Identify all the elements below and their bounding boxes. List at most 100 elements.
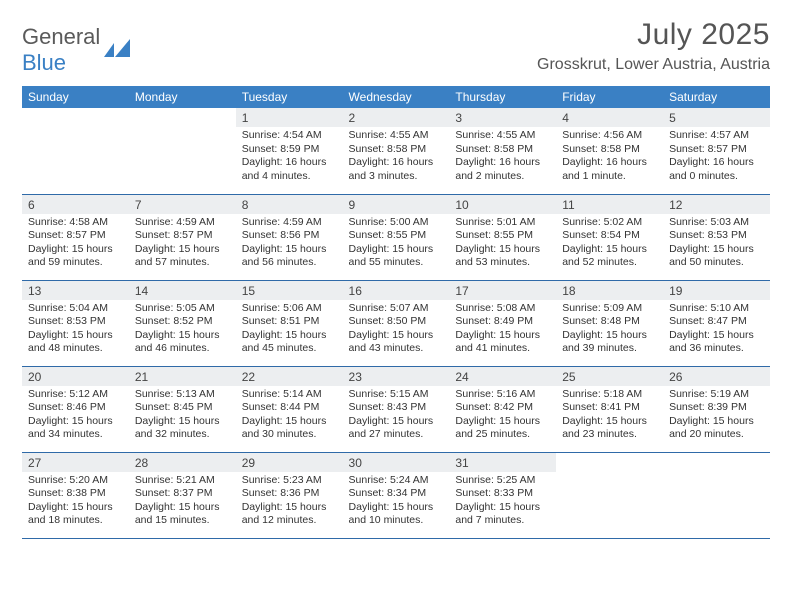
day-details: Sunrise: 5:16 AMSunset: 8:42 PMDaylight:…: [449, 386, 556, 447]
calendar-cell: 30Sunrise: 5:24 AMSunset: 8:34 PMDayligh…: [343, 452, 450, 538]
weekday-header: Wednesday: [343, 86, 450, 108]
page: General Blue July 2025 Grosskrut, Lower …: [0, 0, 792, 539]
sunrise-text: Sunrise: 5:16 AM: [455, 388, 550, 402]
weekday-header: Monday: [129, 86, 236, 108]
sunrise-text: Sunrise: 5:25 AM: [455, 474, 550, 488]
daylight-text: Daylight: 16 hours and 0 minutes.: [669, 156, 764, 183]
day-details: Sunrise: 5:07 AMSunset: 8:50 PMDaylight:…: [343, 300, 450, 361]
brand-mark-icon: [104, 37, 132, 64]
weekday-header: Thursday: [449, 86, 556, 108]
sunset-text: Sunset: 8:42 PM: [455, 401, 550, 415]
sunrise-text: Sunrise: 5:06 AM: [242, 302, 337, 316]
day-details: Sunrise: 5:25 AMSunset: 8:33 PMDaylight:…: [449, 472, 556, 533]
calendar-header-row: SundayMondayTuesdayWednesdayThursdayFrid…: [22, 86, 770, 108]
sunrise-text: Sunrise: 5:13 AM: [135, 388, 230, 402]
day-details: Sunrise: 4:56 AMSunset: 8:58 PMDaylight:…: [556, 127, 663, 188]
daylight-text: Daylight: 15 hours and 25 minutes.: [455, 415, 550, 442]
sunrise-text: Sunrise: 4:55 AM: [455, 129, 550, 143]
sunrise-text: Sunrise: 5:03 AM: [669, 216, 764, 230]
daylight-text: Daylight: 15 hours and 41 minutes.: [455, 329, 550, 356]
day-number: 9: [343, 195, 450, 214]
day-details: Sunrise: 5:00 AMSunset: 8:55 PMDaylight:…: [343, 214, 450, 275]
daylight-text: Daylight: 15 hours and 56 minutes.: [242, 243, 337, 270]
sunset-text: Sunset: 8:45 PM: [135, 401, 230, 415]
daylight-text: Daylight: 16 hours and 4 minutes.: [242, 156, 337, 183]
daylight-text: Daylight: 15 hours and 52 minutes.: [562, 243, 657, 270]
calendar-cell: 1Sunrise: 4:54 AMSunset: 8:59 PMDaylight…: [236, 108, 343, 194]
calendar-week-row: 13Sunrise: 5:04 AMSunset: 8:53 PMDayligh…: [22, 280, 770, 366]
sunset-text: Sunset: 8:33 PM: [455, 487, 550, 501]
day-number: 23: [343, 367, 450, 386]
calendar-cell: 2Sunrise: 4:55 AMSunset: 8:58 PMDaylight…: [343, 108, 450, 194]
calendar-cell: 9Sunrise: 5:00 AMSunset: 8:55 PMDaylight…: [343, 194, 450, 280]
calendar-cell: 8Sunrise: 4:59 AMSunset: 8:56 PMDaylight…: [236, 194, 343, 280]
calendar-cell: 7Sunrise: 4:59 AMSunset: 8:57 PMDaylight…: [129, 194, 236, 280]
day-details: Sunrise: 5:04 AMSunset: 8:53 PMDaylight:…: [22, 300, 129, 361]
daylight-text: Daylight: 15 hours and 7 minutes.: [455, 501, 550, 528]
calendar-table: SundayMondayTuesdayWednesdayThursdayFrid…: [22, 86, 770, 539]
sunset-text: Sunset: 8:44 PM: [242, 401, 337, 415]
sunset-text: Sunset: 8:37 PM: [135, 487, 230, 501]
day-details: Sunrise: 5:09 AMSunset: 8:48 PMDaylight:…: [556, 300, 663, 361]
day-details: Sunrise: 5:14 AMSunset: 8:44 PMDaylight:…: [236, 386, 343, 447]
calendar-cell: 28Sunrise: 5:21 AMSunset: 8:37 PMDayligh…: [129, 452, 236, 538]
day-details: Sunrise: 5:23 AMSunset: 8:36 PMDaylight:…: [236, 472, 343, 533]
sunrise-text: Sunrise: 5:20 AM: [28, 474, 123, 488]
sunset-text: Sunset: 8:51 PM: [242, 315, 337, 329]
sunrise-text: Sunrise: 5:00 AM: [349, 216, 444, 230]
day-details: Sunrise: 5:08 AMSunset: 8:49 PMDaylight:…: [449, 300, 556, 361]
day-details: Sunrise: 5:21 AMSunset: 8:37 PMDaylight:…: [129, 472, 236, 533]
day-details: Sunrise: 5:12 AMSunset: 8:46 PMDaylight:…: [22, 386, 129, 447]
day-number: 16: [343, 281, 450, 300]
calendar-cell: 24Sunrise: 5:16 AMSunset: 8:42 PMDayligh…: [449, 366, 556, 452]
daylight-text: Daylight: 15 hours and 36 minutes.: [669, 329, 764, 356]
day-number: 8: [236, 195, 343, 214]
sunset-text: Sunset: 8:46 PM: [28, 401, 123, 415]
weekday-header: Tuesday: [236, 86, 343, 108]
day-number: 24: [449, 367, 556, 386]
calendar-cell: 5Sunrise: 4:57 AMSunset: 8:57 PMDaylight…: [663, 108, 770, 194]
calendar-cell: 26Sunrise: 5:19 AMSunset: 8:39 PMDayligh…: [663, 366, 770, 452]
calendar-cell: 20Sunrise: 5:12 AMSunset: 8:46 PMDayligh…: [22, 366, 129, 452]
day-number: 28: [129, 453, 236, 472]
sunset-text: Sunset: 8:36 PM: [242, 487, 337, 501]
day-number: 5: [663, 108, 770, 127]
sunrise-text: Sunrise: 4:59 AM: [242, 216, 337, 230]
sunset-text: Sunset: 8:41 PM: [562, 401, 657, 415]
calendar-cell: 17Sunrise: 5:08 AMSunset: 8:49 PMDayligh…: [449, 280, 556, 366]
sunset-text: Sunset: 8:57 PM: [669, 143, 764, 157]
daylight-text: Daylight: 15 hours and 50 minutes.: [669, 243, 764, 270]
day-details: Sunrise: 4:55 AMSunset: 8:58 PMDaylight:…: [343, 127, 450, 188]
sunset-text: Sunset: 8:58 PM: [562, 143, 657, 157]
day-number: 13: [22, 281, 129, 300]
brand-logo: General Blue: [22, 24, 132, 76]
calendar-cell: 25Sunrise: 5:18 AMSunset: 8:41 PMDayligh…: [556, 366, 663, 452]
calendar-cell: 29Sunrise: 5:23 AMSunset: 8:36 PMDayligh…: [236, 452, 343, 538]
sunrise-text: Sunrise: 5:08 AM: [455, 302, 550, 316]
location-subtitle: Grosskrut, Lower Austria, Austria: [537, 56, 770, 74]
sunset-text: Sunset: 8:34 PM: [349, 487, 444, 501]
day-number: 18: [556, 281, 663, 300]
daylight-text: Daylight: 15 hours and 15 minutes.: [135, 501, 230, 528]
weekday-header: Friday: [556, 86, 663, 108]
sunset-text: Sunset: 8:48 PM: [562, 315, 657, 329]
day-number: 12: [663, 195, 770, 214]
day-details: Sunrise: 4:58 AMSunset: 8:57 PMDaylight:…: [22, 214, 129, 275]
sunrise-text: Sunrise: 5:09 AM: [562, 302, 657, 316]
daylight-text: Daylight: 15 hours and 20 minutes.: [669, 415, 764, 442]
calendar-cell-empty: ..: [129, 108, 236, 194]
day-number: 4: [556, 108, 663, 127]
day-number: 11: [556, 195, 663, 214]
sunrise-text: Sunrise: 5:14 AM: [242, 388, 337, 402]
calendar-cell-empty: ..: [22, 108, 129, 194]
sunrise-text: Sunrise: 5:23 AM: [242, 474, 337, 488]
day-number: 25: [556, 367, 663, 386]
sunrise-text: Sunrise: 5:19 AM: [669, 388, 764, 402]
sunset-text: Sunset: 8:47 PM: [669, 315, 764, 329]
sunset-text: Sunset: 8:52 PM: [135, 315, 230, 329]
calendar-cell: 19Sunrise: 5:10 AMSunset: 8:47 PMDayligh…: [663, 280, 770, 366]
sunrise-text: Sunrise: 4:54 AM: [242, 129, 337, 143]
sunrise-text: Sunrise: 5:24 AM: [349, 474, 444, 488]
day-number: 6: [22, 195, 129, 214]
sunrise-text: Sunrise: 5:10 AM: [669, 302, 764, 316]
